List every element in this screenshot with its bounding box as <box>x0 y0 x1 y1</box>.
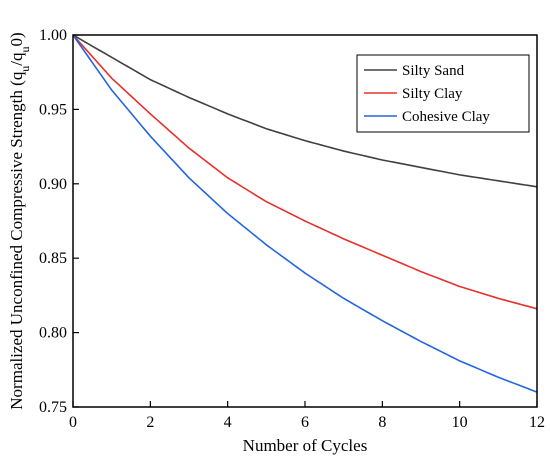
series-line-1 <box>72 34 538 188</box>
y-tick-label: 0.80 <box>39 325 67 342</box>
x-tick-label: 8 <box>378 414 386 431</box>
x-tick-label: 4 <box>224 414 232 431</box>
y-tick-label: 1.00 <box>39 27 67 44</box>
y-axis-title: Normalized Unconfined Compressive Streng… <box>7 32 32 409</box>
legend: Silty Sand Silty Clay Cohesive Clay <box>356 54 530 133</box>
legend-label: Silty Clay <box>402 86 463 102</box>
x-tick-label: 10 <box>452 414 468 431</box>
y-tick-label: 0.95 <box>39 101 67 118</box>
x-tick-label: 2 <box>146 414 154 431</box>
series-layer <box>72 34 538 393</box>
x-axis-title: Number of Cycles <box>243 436 368 455</box>
y-tick-label: 0.90 <box>39 176 67 193</box>
x-tick-label: 12 <box>529 414 545 431</box>
y-tick-label: 0.75 <box>39 399 67 416</box>
legend-label: Cohesive Clay <box>402 109 490 125</box>
series-line-3 <box>72 34 538 393</box>
y-tick-label: 0.85 <box>39 250 67 267</box>
legend-label: Silty Sand <box>402 63 465 79</box>
x-tick-label: 6 <box>301 414 309 431</box>
x-tick-label: 0 <box>69 414 77 431</box>
ticks-layer: 0 2 4 6 8 10 12 0.75 0.80 0.85 0.90 0.95 1.00 <box>39 27 545 431</box>
series-line-2 <box>72 34 538 310</box>
